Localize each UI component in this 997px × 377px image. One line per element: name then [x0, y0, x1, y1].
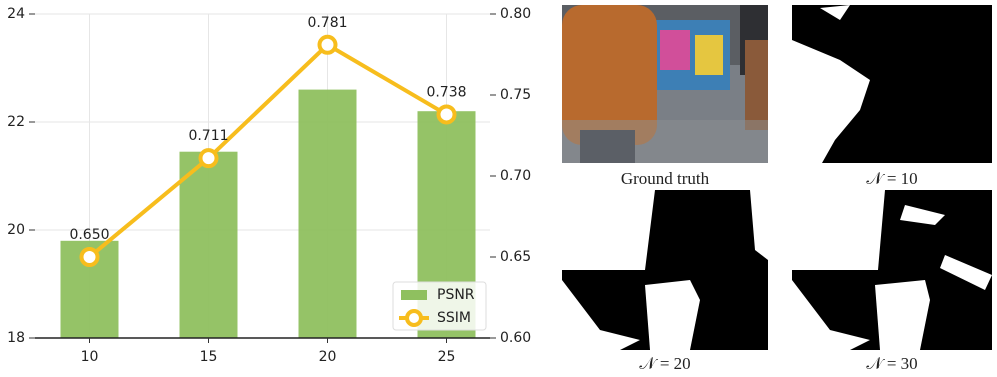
marker [198, 148, 219, 169]
value-label: 0.781 [307, 15, 347, 31]
y-tick-label: 24 [7, 6, 25, 22]
y-tick-label: 18 [7, 330, 25, 346]
panel-caption: 𝒩 = 20 [639, 354, 690, 373]
bar [179, 151, 238, 338]
x-tick-label: 20 [319, 349, 337, 365]
y-tick-label: 22 [7, 114, 25, 130]
value-label: 0.711 [188, 128, 228, 144]
bar [298, 89, 357, 338]
y-tick-label: 20 [7, 222, 25, 238]
legend-label: PSNR [437, 287, 475, 303]
x-tick-label: 10 [81, 349, 99, 365]
y2-tick-label: 0.70 [500, 168, 531, 184]
panel-caption: Ground truth [621, 169, 710, 188]
y2-tick-label: 0.80 [500, 6, 531, 22]
mask-20 [562, 190, 768, 350]
mask-10 [792, 5, 992, 163]
marker [79, 247, 100, 267]
legend-swatch [405, 309, 423, 327]
y2-tick-label: 0.60 [500, 330, 531, 346]
legend-label: SSIM [437, 310, 471, 326]
panel-caption: 𝒩 = 10 [866, 169, 917, 188]
x-tick-label: 15 [200, 349, 218, 365]
y2-tick-label: 0.75 [500, 87, 531, 103]
value-label: 0.738 [426, 84, 466, 100]
marker [436, 104, 457, 125]
line [88, 42, 448, 259]
mask-30 [792, 190, 992, 350]
x-tick-label: 25 [438, 349, 456, 365]
marker [317, 34, 338, 55]
y2-tick-label: 0.65 [500, 249, 531, 265]
panel-caption: 𝒩 = 30 [866, 354, 917, 373]
photo [562, 5, 768, 163]
legend-swatch [401, 290, 427, 300]
value-label: 0.650 [69, 227, 109, 243]
